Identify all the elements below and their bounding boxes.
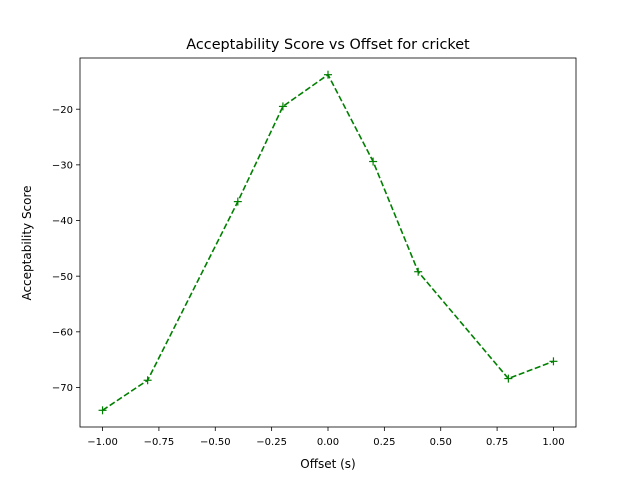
y-axis-label: Acceptability Score — [20, 185, 34, 300]
data-point — [504, 374, 513, 383]
y-tick-label: −70 — [52, 383, 73, 394]
chart-title: Acceptability Score vs Offset for cricke… — [186, 37, 470, 53]
y-tick-label: −50 — [52, 272, 73, 283]
data-point — [143, 376, 152, 385]
x-tick-label: 0.75 — [486, 437, 508, 448]
x-axis-label: Offset (s) — [300, 457, 355, 471]
x-tick-label: −1.00 — [87, 437, 118, 448]
y-tick-label: −40 — [52, 216, 73, 227]
data-point — [324, 70, 332, 79]
x-tick-label: 0.00 — [317, 437, 339, 448]
data-point — [233, 197, 242, 206]
data-point — [278, 102, 287, 111]
data-point — [414, 267, 423, 276]
x-tick-label: 1.00 — [542, 437, 564, 448]
x-tick-label: 0.25 — [373, 437, 395, 448]
x-tick-label: −0.50 — [200, 437, 231, 448]
data-point — [98, 406, 107, 415]
data-point — [369, 157, 378, 166]
y-tick-label: −60 — [52, 327, 73, 338]
x-tick-label: 0.50 — [430, 437, 452, 448]
plot-area: −1.00 −0.75 −0.50 −0.25 0.00 0.25 0.50 0.75 1.00… — [52, 57, 577, 448]
y-tick-label: −20 — [52, 105, 73, 116]
x-tick-label: −0.25 — [256, 437, 287, 448]
x-tick-label: −0.75 — [144, 437, 175, 448]
data-point — [549, 357, 558, 366]
y-tick-label: −30 — [52, 160, 73, 171]
